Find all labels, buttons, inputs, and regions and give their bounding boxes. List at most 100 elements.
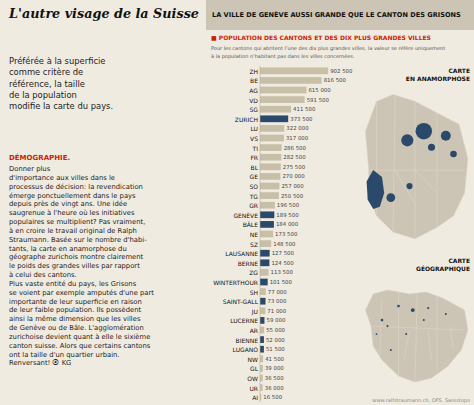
category-label: TG (249, 192, 259, 199)
map-border (415, 170, 437, 193)
value-label: 322 000 (286, 125, 309, 131)
section-label: DÉMOGRAPHIE. (9, 153, 70, 162)
category-label: FR (250, 154, 258, 161)
map-city (386, 193, 395, 202)
category-label: VD (249, 96, 258, 103)
category-label: SH (250, 288, 258, 295)
category-label: ZG (249, 269, 258, 276)
value-label: 317 000 (286, 135, 309, 141)
map-city (405, 333, 407, 335)
value-label: 196 500 (277, 202, 300, 208)
bar (260, 183, 279, 190)
bar (260, 336, 264, 343)
value-label: 113 500 (271, 269, 294, 275)
map-border (428, 330, 431, 360)
category-label: SZ (250, 240, 258, 247)
category-label: BÂLE (243, 221, 259, 228)
value-label: 36 500 (265, 375, 284, 381)
category-label: GE (250, 173, 259, 180)
value-label: 51 500 (266, 346, 285, 352)
category-label: NE (250, 231, 258, 238)
bar (260, 259, 269, 266)
category-label: TI (252, 144, 259, 151)
value-label: 257 000 (281, 183, 304, 189)
map-city (401, 134, 413, 146)
value-label: 373 500 (290, 116, 313, 122)
bar (260, 375, 263, 382)
category-label: ZURICH (235, 115, 258, 122)
value-label: 184 000 (276, 221, 299, 227)
map-shape (366, 290, 468, 382)
map-city (427, 307, 429, 309)
bar (260, 77, 322, 84)
value-label: 148 500 (273, 241, 296, 247)
value-label: 71 000 (267, 308, 286, 314)
value-label: 270 000 (282, 173, 305, 179)
map-city (367, 170, 385, 209)
value-label: 127 500 (272, 250, 295, 256)
bar (260, 269, 269, 276)
value-label: 591 500 (307, 97, 330, 103)
header-background (206, 0, 474, 30)
bar (260, 135, 284, 142)
bar (260, 96, 305, 103)
category-label: BL (251, 163, 259, 170)
category-label: UR (249, 384, 258, 391)
bar (260, 231, 273, 238)
bar (260, 125, 284, 132)
bar (260, 365, 263, 372)
map-border (415, 294, 417, 382)
value-label: 77 000 (268, 289, 287, 295)
bar (260, 115, 288, 122)
map-title: CARTEEN ANAMORPHOSE (406, 67, 470, 82)
value-label: 41 500 (265, 356, 284, 362)
value-label: 411 500 (293, 106, 316, 112)
category-label: LUGANO (233, 346, 259, 353)
bar (260, 250, 270, 257)
bar (260, 87, 306, 94)
bar (260, 317, 264, 324)
map-border (437, 296, 438, 372)
map-city (423, 319, 425, 321)
chart-note: Pour les cantons qui abritent l’une des … (211, 45, 445, 52)
bar-labels: ZH902 500BE816 500AG615 000VD591 500SG41… (213, 67, 353, 400)
value-label: 250 500 (281, 193, 304, 199)
map-border (395, 170, 415, 204)
value-label: 902 500 (330, 68, 353, 74)
map-city (445, 313, 447, 315)
bar (260, 279, 268, 286)
bar (260, 384, 263, 391)
map-city (406, 183, 412, 189)
chart-header: LA VILLE DE GENÈVE AUSSI GRANDE QUE LE C… (212, 10, 461, 19)
category-label: BE (250, 77, 258, 84)
category-label: BERNE (238, 259, 259, 266)
body-text: Donner plusd'importance aux villes dans … (9, 165, 154, 367)
value-label: 124 500 (271, 260, 294, 266)
category-label: GL (250, 365, 259, 372)
value-label: 55 000 (266, 327, 285, 333)
value-label: 101 500 (270, 279, 293, 285)
map-city (450, 151, 457, 158)
value-label: 189 500 (276, 212, 299, 218)
map-border (404, 330, 410, 360)
map-city (376, 333, 378, 335)
category-label: AR (250, 327, 258, 334)
map-city (386, 325, 388, 327)
value-label: 282 500 (283, 154, 306, 160)
value-label: 73 000 (268, 298, 287, 304)
bar (260, 202, 275, 209)
category-label: GENÈVE (233, 211, 258, 218)
category-label: GR (249, 202, 258, 209)
bar (260, 240, 271, 247)
category-label: OW (247, 375, 258, 382)
map-shape (366, 95, 468, 239)
title: L'autre visage de la Suisse (8, 6, 199, 21)
value-label: 36 000 (265, 385, 284, 391)
bar (260, 298, 266, 305)
bar (260, 327, 264, 334)
bar (260, 346, 264, 353)
bar (260, 355, 263, 362)
value-label: 59 000 (266, 317, 285, 323)
category-label: SG (250, 106, 259, 113)
bar (260, 211, 274, 218)
